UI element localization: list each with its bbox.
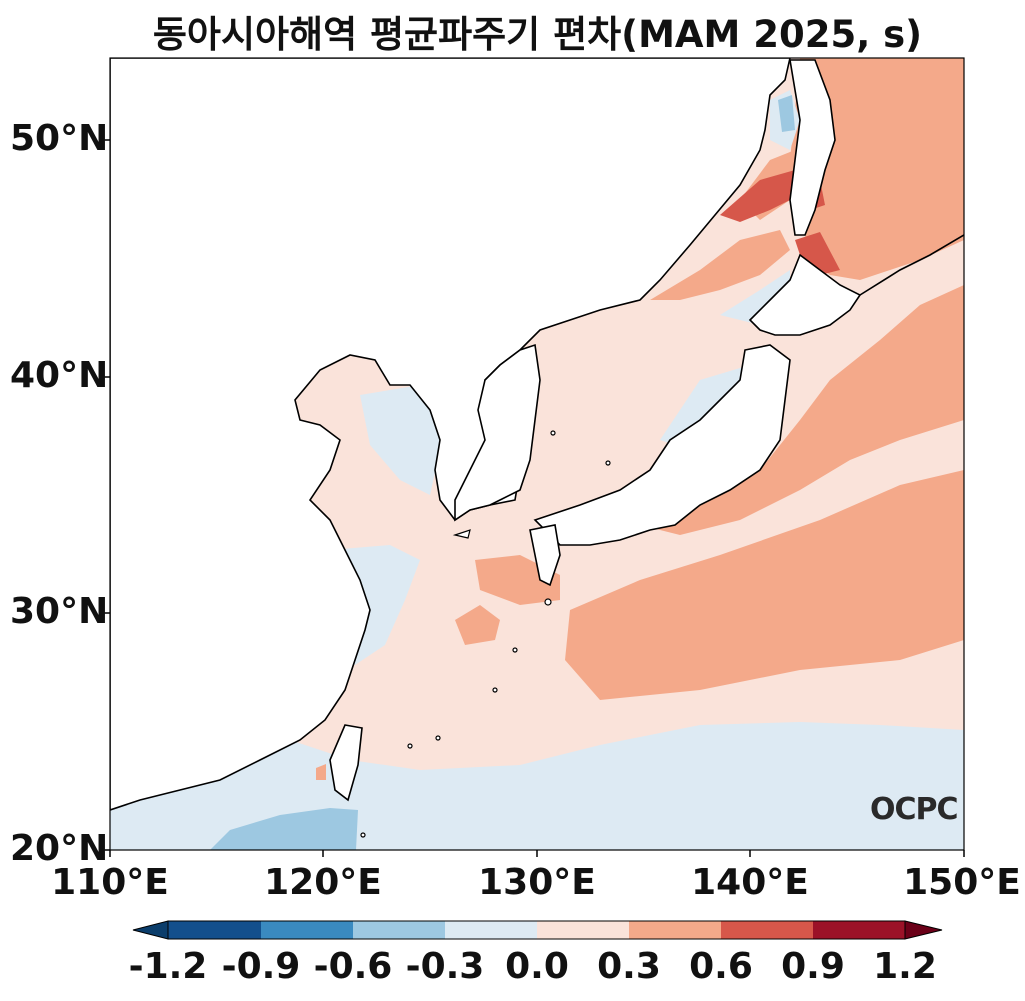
colorbar-tick-label: 0.6 [689,946,753,987]
island-ryukyu-1 [512,647,518,653]
colorbar-tick-label: 1.2 [873,946,937,987]
island-ryukyu-2 [492,687,498,693]
lat-label-50: 50°N [10,118,109,159]
positive-tatar-strait [650,230,790,300]
colorbar-tick-label: 0.9 [781,946,845,987]
lat-label-20: 20°N [10,828,109,869]
colorbar-tick-label: 0.0 [505,946,569,987]
positive-pacific-northeast [640,285,964,535]
colorbar-tick-label: -1.2 [128,946,208,987]
honshu [533,344,791,546]
colorbar-tick-label: -0.9 [221,946,301,987]
lon-label-140: 140°E [691,862,809,903]
lat-label-40: 40°N [10,355,109,396]
positive-kuroshio-band [565,470,964,700]
positive-core-hokkaido [795,232,840,275]
axis-ticks [103,139,965,857]
negative-okhotsk-core [778,95,795,132]
colorbar-extend-high [904,920,943,940]
colorbar-extend-low [132,920,169,940]
korean-peninsula [454,343,541,522]
kyushu [529,524,561,587]
colorbar-tick-label: -0.3 [405,946,485,987]
colorbar-bin-6 [629,921,721,939]
colorbar-tick-label: 0.3 [597,946,661,987]
colorbar-bin-2 [261,921,353,939]
colorbar-tick-label: -0.6 [313,946,393,987]
anomaly-field [110,58,964,850]
positive-okhotsk [790,58,964,280]
lon-label-120: 120°E [264,862,382,903]
negative-core-sw [210,808,358,850]
negative-yellow-sea [360,385,450,495]
positive-core-tatar [720,170,800,222]
asian-mainland [110,58,791,811]
positive-ecs-spot [455,605,500,645]
colorbar-bin-1 [168,921,261,939]
map-title: 동아시아해역 평균파주기 편차(MAM 2025, s) [152,13,923,56]
lon-label-150: 150°E [903,862,1021,903]
lat-label-30: 30°N [10,591,109,632]
island-luzon-north [360,832,366,838]
colorbar-bin-7 [721,921,813,939]
colorbar-bin-4 [445,921,537,939]
sakhalin [789,59,836,236]
island-ulleung [550,430,556,436]
island-jeju [452,529,471,539]
colorbar-bin-5 [537,921,629,939]
island-ryukyu-4 [407,743,413,749]
colorbar-bin-8 [813,921,905,939]
island-oki [605,460,611,466]
island-tanegashima [544,598,552,606]
ocpc-logo: OCPC [870,792,959,827]
kuril-islands [859,234,964,296]
lon-label-130: 130°E [478,862,596,903]
taiwan [329,724,363,802]
lon-label-110: 110°E [51,862,169,903]
island-ryukyu-3 [435,735,441,741]
colorbar [132,920,943,940]
colorbar-bin-3 [353,921,445,939]
positive-taiwan-strait [316,764,326,780]
